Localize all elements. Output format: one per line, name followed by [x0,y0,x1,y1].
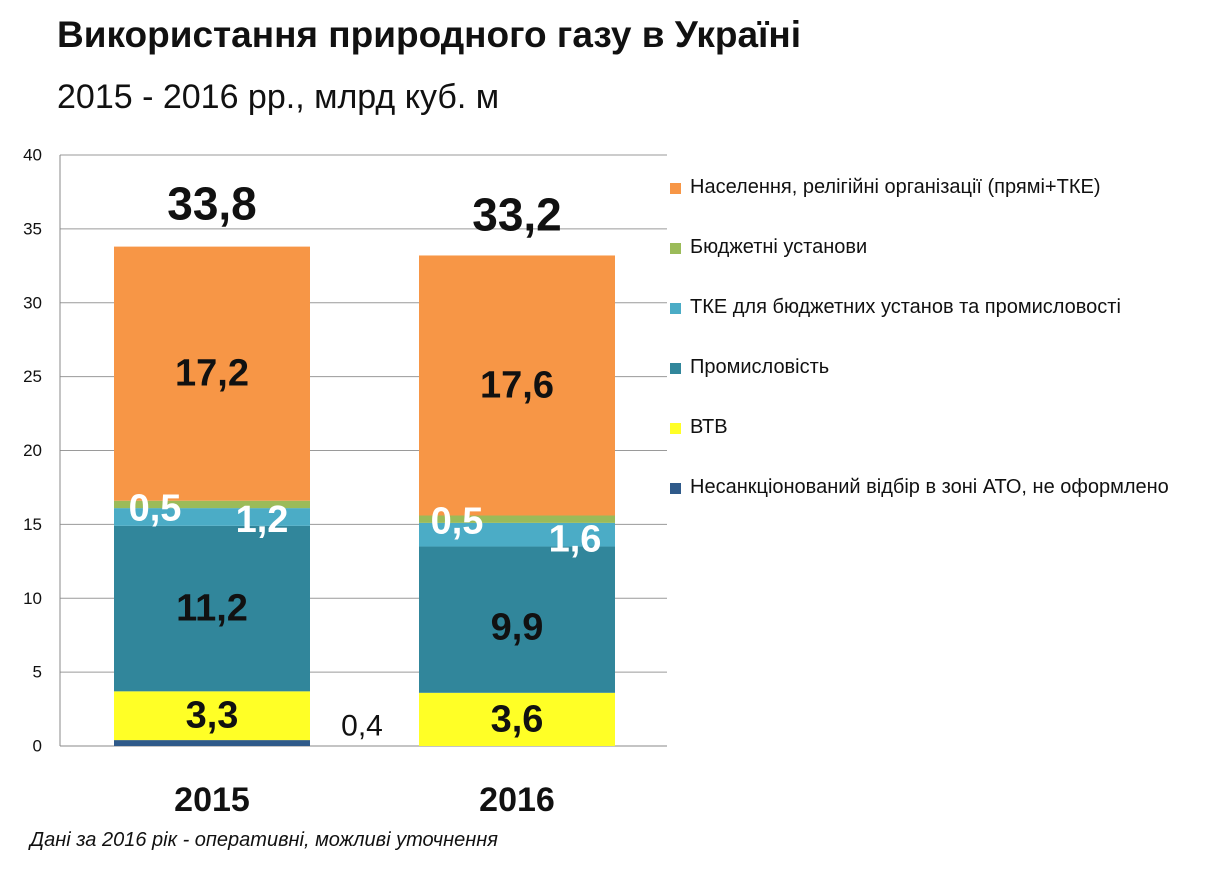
y-tick-label: 30 [23,293,42,312]
data-label: 0,4 [341,710,383,743]
data-label: 9,9 [491,607,544,649]
data-label: 1,2 [236,499,289,541]
data-label: 11,2 [176,588,248,630]
bar-segment [419,255,615,516]
bar-segment [114,500,310,509]
legend-label: ВТВ [690,416,728,438]
chart-title: Використання природного газу в Україні [57,14,802,55]
bar-segment [114,740,310,746]
data-label: 17,6 [480,364,554,406]
data-label: 0,5 [129,488,182,530]
footnote: Дані за 2016 рік - оперативні, можливі у… [30,829,498,851]
bar-segment [419,546,615,693]
y-tick-label: 5 [33,663,42,682]
legend-swatch [670,483,681,494]
total-label: 33,2 [472,188,562,240]
bar-segment [419,522,615,547]
legend-swatch [670,183,681,194]
bar-segment [419,515,615,523]
legend-swatch [670,423,681,434]
y-tick-label: 0 [33,737,42,756]
data-label: 1,6 [549,519,602,561]
y-tick-label: 20 [23,441,42,460]
data-label: 3,6 [491,698,544,740]
legend-swatch [670,243,681,254]
legend-item: ВТВ [670,416,728,442]
legend-label: Населення, релігійні організації (прямі+… [690,176,1101,198]
y-tick-label: 35 [23,219,42,238]
bar-segment [114,691,310,741]
legend-item: Промисловість [670,356,829,382]
legend-item: ТКЕ для бюджетних установ та промисловос… [670,296,1121,322]
y-tick-label: 10 [23,589,42,608]
legend-label: Несанкціонований відбір в зоні АТО, не о… [690,476,1169,498]
legend-swatch [670,363,681,374]
x-tick-label: 2015 [174,781,250,819]
bar-segment [419,692,615,746]
data-label: 17,2 [175,353,249,395]
legend-label: Промисловість [690,356,830,378]
y-tick-label: 25 [23,367,42,386]
total-label: 33,8 [167,178,257,230]
legend-label: Бюджетні установи [690,236,868,258]
legend-item: Бюджетні установи [670,236,867,262]
legend-item: Населення, релігійні організації (прямі+… [670,176,1100,202]
bar-segment [114,508,310,526]
bar-segment [114,525,310,692]
legend-swatch [670,303,681,314]
data-label: 0,5 [431,501,484,543]
legend-item: Несанкціонований відбір в зоні АТО, не о… [670,476,1169,502]
data-label: 3,3 [186,695,239,737]
chart-subtitle: 2015 - 2016 рр., млрд куб. м [57,78,500,116]
x-tick-label: 2016 [479,781,555,819]
bar-segment [114,246,310,501]
legend-label: ТКЕ для бюджетних установ та промисловос… [690,296,1121,318]
y-tick-label: 15 [23,515,42,534]
y-tick-label: 40 [23,146,42,165]
